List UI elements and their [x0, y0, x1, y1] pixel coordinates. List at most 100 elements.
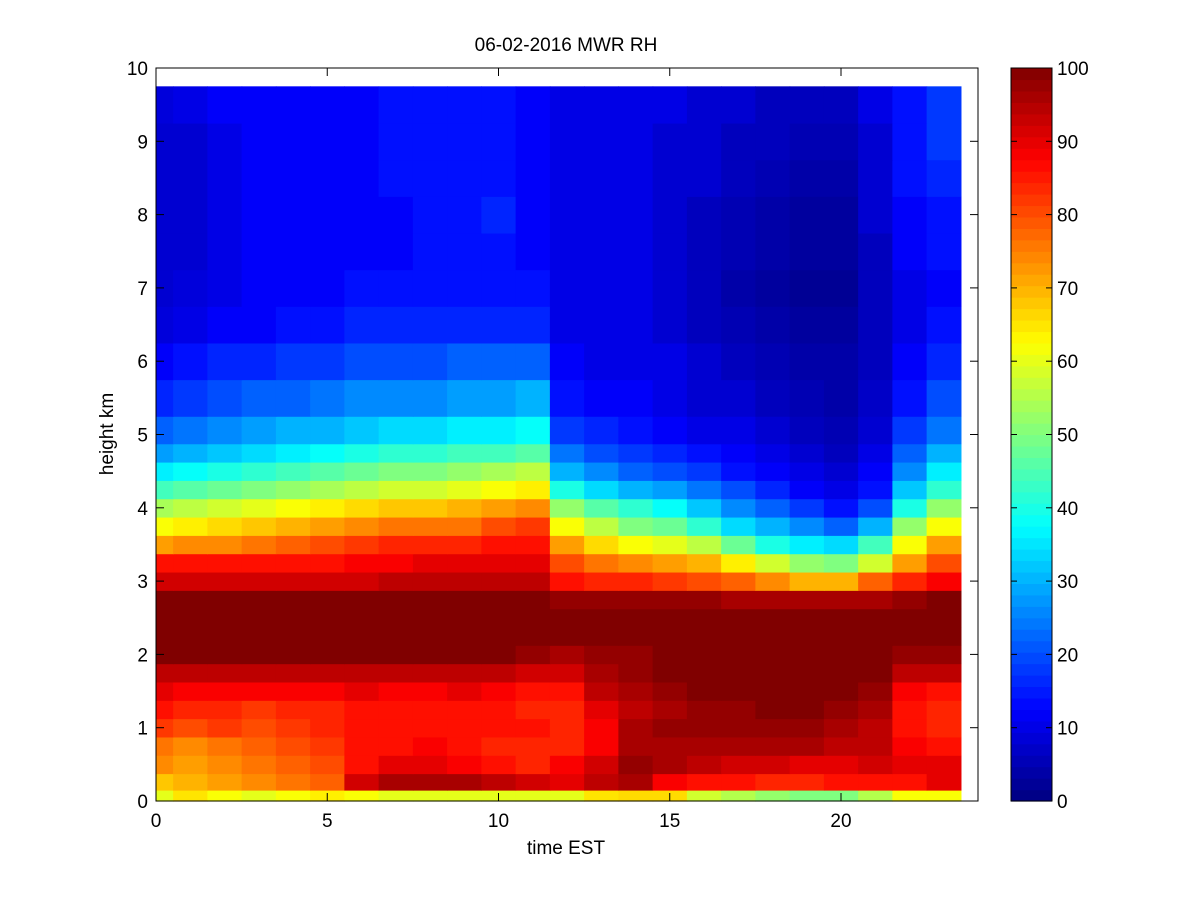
heatmap-cell — [926, 626, 962, 646]
heatmap-cell — [378, 342, 414, 381]
heatmap-cell — [173, 269, 208, 307]
x-axis-label: time EST — [527, 838, 606, 859]
heatmap-cell — [515, 443, 551, 463]
heatmap-cell — [207, 122, 243, 161]
heatmap-cell — [412, 553, 448, 573]
heatmap-cell — [549, 535, 585, 555]
heatmap-cell — [173, 663, 208, 683]
heatmap-cell — [207, 790, 243, 802]
heatmap-cell — [515, 700, 551, 720]
heatmap-cell — [275, 571, 311, 591]
heatmap-cell — [447, 86, 482, 124]
heatmap-cell — [412, 663, 448, 683]
heatmap-cell — [926, 480, 962, 500]
heatmap-cell — [789, 342, 825, 381]
heatmap-cell — [447, 718, 482, 738]
heatmap-cell — [241, 700, 277, 720]
heatmap-cell — [823, 736, 859, 756]
heatmap-cell — [447, 608, 482, 628]
heatmap-cell — [721, 196, 756, 234]
heatmap-cell — [378, 718, 414, 738]
heatmap-cell — [481, 379, 517, 417]
heatmap-cell — [173, 416, 208, 445]
heatmap-cell — [823, 626, 859, 646]
heatmap-cell — [926, 718, 962, 738]
y-tick-label: 5 — [137, 426, 148, 447]
heatmap-cell — [618, 498, 654, 518]
heatmap-cell — [344, 196, 380, 234]
heatmap-cell — [926, 590, 962, 610]
heatmap-cell — [241, 755, 277, 775]
colorbar-tick-label: 60 — [1057, 352, 1078, 373]
heatmap-cell — [412, 790, 448, 802]
heatmap-cell — [549, 159, 585, 197]
heatmap-cell — [412, 535, 448, 555]
heatmap-cell — [789, 516, 825, 536]
colorbar-band — [1011, 594, 1052, 607]
colorbar-tick-label: 40 — [1057, 499, 1078, 520]
heatmap-cell — [275, 122, 311, 161]
heatmap-cell — [721, 700, 756, 720]
heatmap-cell — [686, 535, 722, 555]
heatmap-cell — [584, 700, 619, 720]
heatmap-cell — [892, 773, 928, 791]
heatmap-cell — [858, 498, 893, 518]
heatmap-cell — [156, 498, 174, 518]
colorbar-band — [1011, 434, 1052, 447]
heatmap-cell — [481, 480, 517, 500]
heatmap-cell — [686, 790, 722, 802]
heatmap-cell — [549, 718, 585, 738]
heatmap-cell — [515, 645, 551, 665]
heatmap-cell — [926, 196, 962, 234]
heatmap-cell — [310, 196, 345, 234]
heatmap-cell — [755, 269, 791, 307]
heatmap-cell — [156, 196, 174, 234]
heatmap-cell — [241, 443, 277, 463]
heatmap-cell — [926, 790, 962, 802]
heatmap-cell — [584, 342, 619, 381]
heatmap-cell — [823, 416, 859, 445]
heatmap-cell — [686, 443, 722, 463]
heatmap-cell — [515, 718, 551, 738]
colorbar-gradient — [1011, 68, 1052, 802]
heatmap-cell — [823, 700, 859, 720]
heatmap-cell — [156, 736, 174, 756]
heatmap-cell — [926, 663, 962, 683]
heatmap-cell — [549, 773, 585, 791]
colorbar-band — [1011, 652, 1052, 665]
heatmap-cell — [447, 571, 482, 591]
heatmap-cell — [823, 269, 859, 307]
heatmap-cell — [823, 535, 859, 555]
heatmap-cell — [378, 269, 414, 307]
colorbar-band — [1011, 560, 1052, 573]
heatmap-cell — [207, 379, 243, 417]
heatmap-cell — [618, 196, 654, 234]
heatmap-cell — [275, 535, 311, 555]
heatmap-cell — [618, 443, 654, 463]
heatmap-cell — [378, 790, 414, 802]
heatmap-cell — [275, 480, 311, 500]
colorbar-band — [1011, 331, 1052, 344]
heatmap-cell — [618, 553, 654, 573]
heatmap-cell — [652, 122, 688, 161]
heatmap-cell — [686, 232, 722, 271]
heatmap-cell — [481, 773, 517, 791]
heatmap-cell — [344, 516, 380, 536]
heatmap-cell — [481, 571, 517, 591]
heatmap-cell — [789, 86, 825, 124]
heatmap-cell — [207, 553, 243, 573]
heatmap-cell — [549, 516, 585, 536]
heatmap-cell — [686, 342, 722, 381]
heatmap-cell — [378, 736, 414, 756]
heatmap-cell — [584, 736, 619, 756]
heatmap-cell — [412, 773, 448, 791]
heatmap-cell — [241, 736, 277, 756]
heatmap-cell — [926, 342, 962, 381]
heatmap-cell — [412, 590, 448, 610]
colorbar-tick-label: 10 — [1057, 719, 1078, 740]
heatmap-cell — [275, 443, 311, 463]
heatmap-cell — [926, 159, 962, 197]
heatmap-cell — [310, 379, 345, 417]
heatmap-cell — [344, 700, 380, 720]
heatmap-cell — [789, 159, 825, 197]
